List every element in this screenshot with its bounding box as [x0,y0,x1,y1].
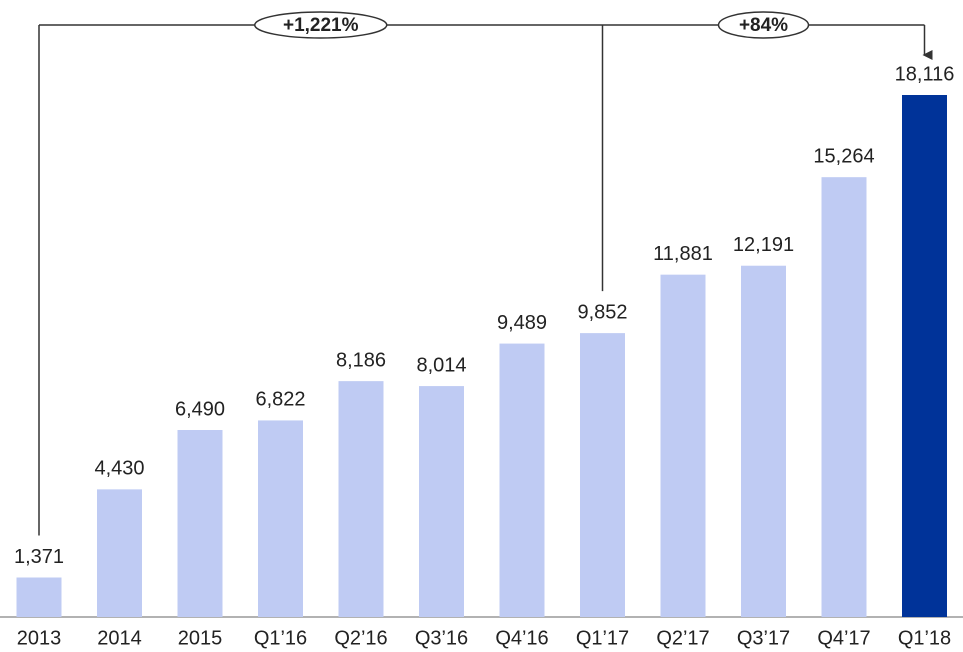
x-tick-label: Q3’17 [737,627,790,649]
bar [821,177,867,617]
value-label: 15,264 [813,145,874,167]
x-tick-label: Q2’17 [656,627,709,649]
bar [660,274,706,617]
value-label: 6,822 [255,389,305,411]
x-tick-label: 2015 [178,627,223,649]
bar [97,489,142,617]
bar [580,333,625,617]
value-label: 18,116 [895,63,955,85]
x-tick-label: Q1’18 [898,627,951,649]
x-tick-label: 2013 [17,627,62,649]
bar [16,577,62,617]
bar [258,420,303,617]
value-label: 12,191 [733,234,794,256]
annotation-oval [254,11,388,39]
x-tick-label: Q1’17 [576,627,629,649]
x-tick-label: Q4’17 [817,627,870,649]
value-label: 8,014 [416,354,466,376]
value-label: 6,490 [175,398,225,420]
annotation-oval [717,11,810,39]
annotation: +84% [739,15,788,36]
value-label: 8,186 [336,349,386,371]
value-label: 9,852 [577,301,627,323]
bar [177,429,223,617]
x-tick-label: Q1’16 [254,627,307,649]
x-tick-label: Q4’16 [495,627,548,649]
value-label: 9,489 [497,312,547,334]
bar [419,386,464,617]
bar [902,95,947,617]
bar [741,265,786,617]
value-label: 11,881 [653,243,713,265]
x-tick-label: Q3’16 [415,627,468,649]
bar [499,343,545,617]
x-tick-label: 2014 [97,627,142,649]
value-label: 4,430 [94,458,144,480]
x-tick-label: Q2’16 [334,627,387,649]
annotation: +1,221% [283,15,359,36]
bar [338,381,384,617]
value-label: 1,371 [14,546,64,568]
